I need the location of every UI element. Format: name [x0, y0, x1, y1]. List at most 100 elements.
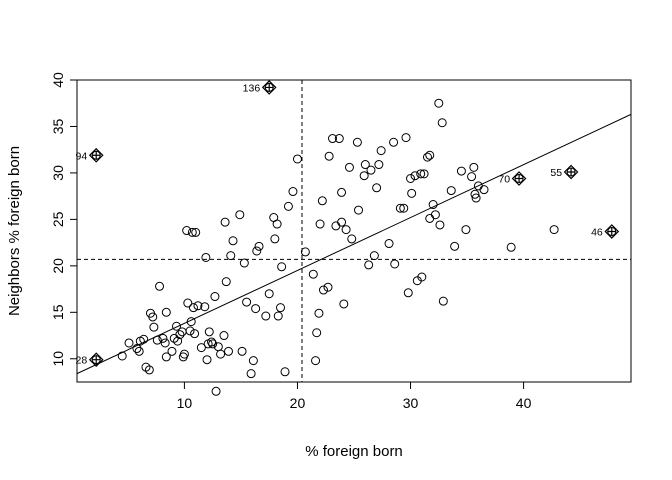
data-point — [202, 355, 212, 365]
data-points — [117, 98, 559, 396]
y-tick-label: 10 — [50, 351, 66, 367]
data-point — [276, 303, 286, 313]
data-point — [204, 327, 214, 337]
data-point — [364, 260, 374, 270]
data-point — [248, 356, 258, 366]
influential-point-label: 70 — [498, 173, 510, 185]
data-point — [283, 201, 293, 211]
data-point — [467, 172, 477, 182]
data-point — [182, 226, 192, 236]
x-axis: 10 20 30 40 — [177, 381, 532, 411]
y-axis-title: Neighbors % foreign born — [6, 146, 23, 316]
y-tick-label: 35 — [50, 118, 66, 134]
data-point — [139, 334, 149, 344]
data-point — [471, 193, 481, 203]
data-point — [461, 225, 471, 235]
data-point — [331, 221, 341, 231]
data-point — [270, 234, 280, 244]
y-axis: 10 15 20 25 30 35 40 — [50, 72, 78, 367]
data-point — [161, 352, 171, 362]
data-point — [246, 369, 256, 379]
influential-point-label: 94 — [76, 150, 88, 162]
data-point — [328, 134, 338, 144]
data-point — [406, 173, 416, 183]
influential-point-label: 55 — [550, 167, 562, 179]
data-point — [242, 297, 252, 307]
data-point — [187, 227, 197, 237]
data-point — [339, 299, 349, 309]
data-point — [160, 338, 170, 348]
data-point — [196, 343, 206, 353]
data-point — [315, 219, 325, 229]
data-point — [155, 281, 165, 291]
data-point — [207, 337, 217, 347]
data-point — [314, 308, 324, 318]
data-point — [384, 239, 394, 249]
data-point — [416, 169, 426, 179]
data-point — [430, 210, 440, 220]
data-point — [425, 150, 435, 160]
data-point — [186, 317, 196, 327]
influential-point: 136 — [243, 80, 277, 95]
data-point — [352, 137, 362, 147]
data-point — [235, 210, 245, 220]
data-point — [506, 242, 516, 252]
influential-point: 55 — [550, 164, 579, 180]
data-point — [239, 258, 249, 268]
data-point — [438, 296, 448, 306]
data-point — [360, 160, 370, 170]
data-point — [252, 246, 262, 256]
data-point — [308, 269, 318, 279]
influential-point: 94 — [76, 147, 104, 163]
data-point — [334, 134, 344, 144]
data-point — [341, 225, 351, 235]
data-point — [193, 301, 203, 311]
x-tick-label: 20 — [290, 395, 306, 411]
data-point — [376, 146, 386, 156]
data-point — [220, 217, 230, 227]
data-point — [191, 227, 201, 237]
data-point — [237, 346, 247, 356]
data-point — [324, 151, 334, 161]
data-point — [224, 346, 234, 356]
data-point — [401, 133, 411, 143]
y-tick-label: 25 — [50, 211, 66, 227]
data-point — [403, 288, 413, 298]
y-tick-label: 30 — [50, 165, 66, 181]
data-point — [200, 302, 210, 312]
data-point — [446, 186, 456, 196]
data-point — [185, 326, 195, 336]
data-point — [149, 322, 159, 332]
data-point — [354, 205, 364, 215]
data-point — [317, 196, 327, 206]
data-point — [407, 188, 417, 198]
data-point — [216, 349, 226, 359]
data-point — [450, 241, 460, 251]
data-point — [425, 213, 435, 223]
data-point — [277, 262, 287, 272]
data-point — [437, 118, 447, 128]
data-point — [344, 162, 354, 172]
data-point — [390, 259, 400, 269]
influential-point-diamond — [88, 147, 104, 163]
data-point — [190, 329, 200, 339]
data-point — [323, 282, 333, 292]
influential-point-label: 28 — [76, 355, 88, 367]
data-point — [221, 277, 231, 287]
influential-point-plus — [264, 82, 274, 92]
data-point — [337, 187, 347, 197]
influential-point: 70 — [498, 171, 527, 186]
data-point — [211, 386, 221, 396]
x-tick-label: 30 — [403, 395, 419, 411]
data-point — [251, 304, 261, 314]
data-point — [311, 356, 321, 366]
data-point — [292, 154, 302, 164]
data-point — [374, 160, 384, 170]
data-point — [417, 272, 427, 282]
data-point — [369, 251, 379, 261]
data-point — [158, 333, 168, 343]
influential-point: 28 — [76, 352, 104, 368]
data-point — [312, 328, 322, 338]
data-point — [399, 203, 409, 213]
